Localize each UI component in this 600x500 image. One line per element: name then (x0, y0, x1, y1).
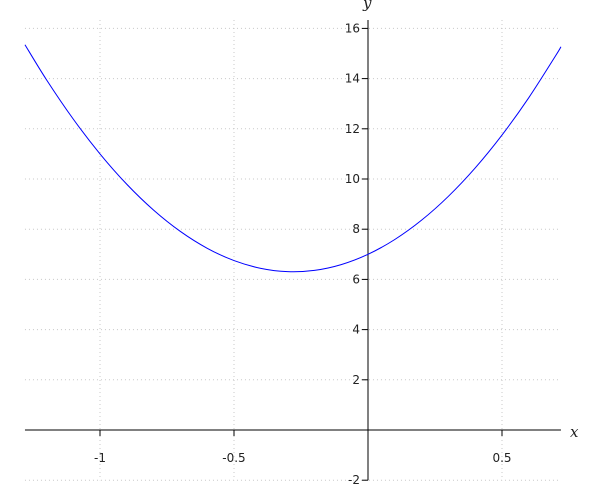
y-tick-label: 2 (352, 373, 360, 387)
y-tick-label: 16 (345, 21, 360, 35)
series-line (24, 44, 562, 273)
x-tick-label: -1 (94, 451, 106, 465)
grid (24, 20, 561, 481)
x-axis-label: x (570, 423, 579, 441)
y-axis-label: y (362, 0, 372, 12)
y-tick-label: 8 (352, 222, 360, 236)
y-tick-label: 12 (345, 122, 360, 136)
y-tick-label: 14 (345, 72, 360, 86)
y-tick-label: 4 (352, 323, 360, 337)
y-tick-label: 10 (345, 172, 360, 186)
x-tick-label: -0.5 (222, 451, 245, 465)
y-tick-label: 6 (352, 272, 360, 286)
series (24, 44, 562, 273)
ticks: -2 2 4 6 8 10 12 14 16 -1 -0.5 0.5 (94, 21, 512, 487)
y-tick-label: -2 (348, 473, 360, 487)
axes (24, 20, 561, 481)
x-tick-label: 0.5 (492, 451, 511, 465)
